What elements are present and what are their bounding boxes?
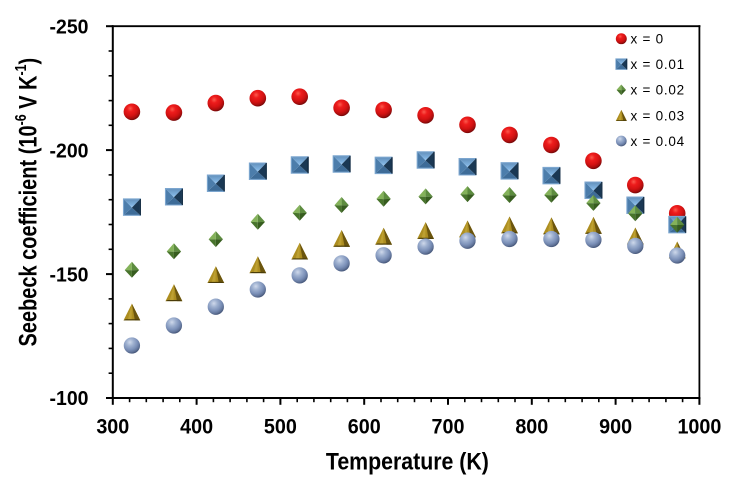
svg-text:500: 500 <box>264 416 297 439</box>
svg-text:x = 0.02: x = 0.02 <box>631 83 685 98</box>
svg-text:x = 0.04: x = 0.04 <box>631 134 685 149</box>
svg-text:700: 700 <box>432 416 465 439</box>
svg-text:x = 0: x = 0 <box>631 32 664 47</box>
svg-text:600: 600 <box>348 416 381 439</box>
svg-text:800: 800 <box>515 416 548 439</box>
svg-text:-100: -100 <box>50 388 89 411</box>
svg-text:900: 900 <box>599 416 632 439</box>
svg-text:Temperature (K): Temperature (K) <box>326 447 489 475</box>
svg-text:1000: 1000 <box>677 416 721 439</box>
svg-text:x = 0.03: x = 0.03 <box>631 108 685 123</box>
svg-text:Seebeck coefficient (10-6 V K-: Seebeck coefficient (10-6 V K-1) <box>12 58 42 347</box>
svg-text:-250: -250 <box>50 16 89 39</box>
svg-text:400: 400 <box>180 416 213 439</box>
svg-text:-200: -200 <box>50 140 89 163</box>
svg-text:-150: -150 <box>50 264 89 287</box>
svg-text:300: 300 <box>96 416 129 439</box>
svg-text:x = 0.01: x = 0.01 <box>631 57 685 72</box>
